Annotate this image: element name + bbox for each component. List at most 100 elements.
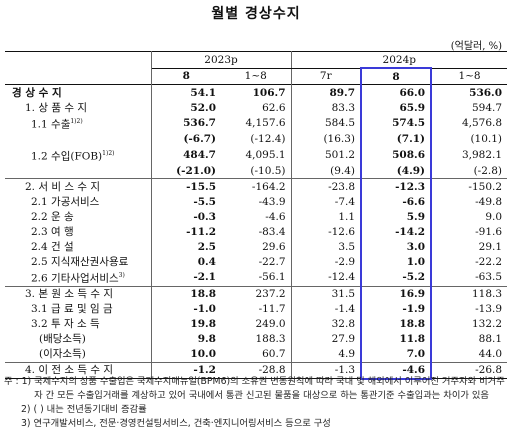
cell-value: -6.6 [360, 194, 433, 209]
header-2023-month: 8 [182, 70, 190, 83]
cell-value: 1.0 [360, 254, 433, 269]
row-label-text: 1. 상 품 수 지 [25, 101, 88, 114]
footnotes: 주 : 1) 국제수지의 상품 수출입은 국제수지매뉴얼(BPM6)의 소유권 … [4, 375, 508, 431]
cell-value: 5.9 [360, 209, 433, 224]
table-row: 4. 이 전 소 득 수 지 -1.2 -28.8 -1.3 -4.6 -26.8 [5, 361, 508, 380]
row-label: 2.3 여 행 [5, 224, 152, 239]
header-2023-ytd: 1~8 [221, 68, 292, 85]
footnote-2: 2) ( ) 내는 전년동기대비 증감률 [4, 403, 508, 417]
cell-value: (10.1) [470, 133, 503, 145]
row-label: 3.2 투 자 소 득 [5, 316, 152, 332]
footnote-1: 주 : 1) 국제수지의 상품 수출입은 국제수지매뉴얼(BPM6)의 소유권 … [4, 375, 508, 403]
cell-value: 1.1 [338, 210, 356, 223]
row-label: 2.2 운 송 [5, 209, 152, 224]
cell-value: -1.3 [291, 361, 362, 379]
cell-value: -2.9 [334, 255, 356, 268]
cell-value: -4.6 [360, 361, 433, 380]
cell-value: 118.3 [431, 285, 508, 302]
cell-value: 65.9 [360, 100, 433, 115]
row-label-text: 2.1 가공서비스 [31, 195, 100, 208]
footnote-3-text: 연구개발서비스, 전문·경영컨설팅서비스, 건축·엔지니어링서비스 등으로 구성 [33, 418, 331, 429]
row-label-text: 2. 서 비 스 수 지 [25, 180, 101, 193]
cell-value: (-2.8) [473, 164, 503, 177]
cell-value: -12.4 [328, 271, 356, 284]
header-2024-ytd: 1~8 [458, 70, 481, 83]
table-row: 2.6 기타사업서비스3) -2.1 -56.1 -12.4 -5.2 -63.5 [5, 269, 507, 286]
row-label: 2.5 지식재산권사용료 [5, 254, 152, 269]
cell-value: 4,095.1 [221, 146, 292, 163]
row-label: 경 상 수 지 [5, 84, 152, 100]
cell-value: 501.2 [324, 148, 356, 161]
cell-value: 4,576.8 [461, 117, 503, 130]
footnote-2-key: 2) [21, 404, 31, 415]
header-2024-prev: 7r [319, 70, 332, 83]
cell-value: -1.2 [151, 361, 221, 379]
row-label: 1.2 수입(FOB)1)2) [5, 146, 152, 163]
table-row: (-6.7) (-12.4) (16.3) (7.1) (10.1) [5, 131, 507, 147]
cell-value: 3.5 [338, 240, 356, 253]
row-label: 2.1 가공서비스 [5, 194, 152, 209]
cell-value: (16.3) [323, 133, 356, 145]
row-label-text: 4. 이 전 소 득 수 지 [25, 364, 114, 377]
row-label: 2.4 건 설 [5, 239, 152, 254]
cell-value: (7.1) [360, 131, 433, 147]
row-label-text: 2.5 지식재산권사용료 [31, 255, 129, 268]
cell-value: -12.3 [360, 178, 433, 194]
footnote-3-key: 3) [21, 418, 31, 429]
cell-value: 52.0 [190, 101, 216, 114]
cell-value: 29.6 [221, 239, 292, 254]
cell-value: 9.0 [485, 210, 503, 223]
header-2024-month: 8 [360, 67, 433, 85]
cell-value: (-10.5) [221, 163, 292, 179]
cell-value: 2.5 [197, 240, 216, 253]
row-label-text: 1.1 수출 [31, 118, 71, 131]
footnote-1-text: 국제수지의 상품 수출입은 국제수지매뉴얼(BPM6)의 소유권 변동원칙에 따… [34, 376, 505, 401]
cell-value: -13.9 [475, 303, 503, 315]
cell-value: -91.6 [475, 225, 503, 238]
row-label-text: 3.1 급 료 및 임 금 [31, 303, 113, 315]
cell-value: -56.1 [221, 269, 292, 286]
cell-value: -14.2 [360, 224, 433, 239]
cell-value: 574.5 [360, 115, 433, 132]
cell-value: -164.2 [221, 178, 292, 194]
cell-value: (4.9) [360, 163, 433, 179]
row-label-text: 2.2 운 송 [31, 210, 74, 223]
cell-value: (-12.4) [221, 131, 292, 147]
table-row: (배당소득) 9.8 188.3 27.9 11.8 88.1 [5, 331, 507, 347]
cell-value: 16.9 [360, 285, 433, 302]
cell-value: 54.1 [151, 84, 221, 100]
table-row: 1.2 수입(FOB)1)2) 484.7 4,095.1 501.2 508.6 3,9… [5, 146, 507, 163]
row-label-text: 경 상 수 지 [12, 86, 62, 99]
cell-value: -2.1 [193, 271, 216, 284]
cell-value: 3,982.1 [461, 148, 503, 161]
cell-value: -7.4 [334, 195, 356, 208]
row-label-text: 2.6 기타사업서비스 [31, 272, 119, 285]
cell-value: 83.3 [331, 101, 356, 114]
cell-value: 31.5 [291, 285, 362, 302]
row-label: 2.6 기타사업서비스3) [5, 269, 152, 286]
cell-value: 11.8 [360, 331, 433, 347]
cell-value: -0.3 [193, 210, 216, 223]
footnote-ref: 1)2) [70, 118, 83, 125]
table-row: 2. 서 비 스 수 지 -15.5 -164.2 -23.8 -12.3 -150.2 [5, 178, 508, 194]
cell-value: -49.8 [475, 195, 503, 208]
cell-value: 584.5 [324, 117, 356, 130]
cell-value: 536.0 [431, 84, 508, 100]
cell-value: 594.7 [471, 101, 503, 114]
cell-value: 4.9 [338, 348, 356, 360]
cell-value: -1.4 [334, 303, 356, 315]
cell-value: -23.8 [291, 178, 362, 194]
cell-value: -4.6 [221, 209, 292, 224]
cell-value: 66.0 [360, 84, 433, 100]
unit-label: (억달러, %) [450, 41, 502, 52]
cell-value: 44.0 [478, 348, 503, 360]
page-title: 월별 경상수지 [211, 6, 301, 22]
row-label: 1.1 수출1)2) [5, 115, 152, 132]
cell-value: 27.9 [331, 333, 356, 345]
cell-value: (-6.7) [183, 133, 216, 145]
cell-value: -12.6 [328, 225, 356, 238]
table-row: 2.1 가공서비스 -5.5 -43.9 -7.4 -6.6 -49.8 [5, 194, 507, 209]
table-row: 2.4 건 설 2.5 29.6 3.5 3.0 29.1 [5, 239, 507, 254]
cell-value: 88.1 [478, 333, 503, 345]
footnote-3: 3) 연구개발서비스, 전문·경영컨설팅서비스, 건축·엔지니어링서비스 등으로… [4, 417, 508, 431]
